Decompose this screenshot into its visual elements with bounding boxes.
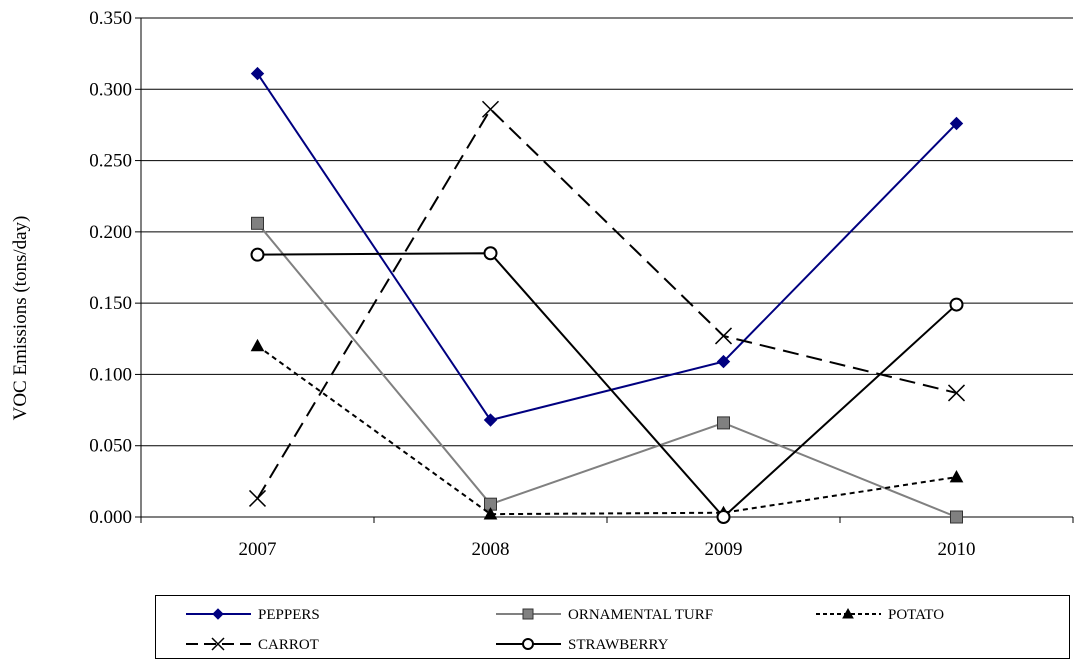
legend-entry: STRAWBERRY <box>496 637 669 653</box>
series-carrot <box>248 100 966 507</box>
x-tick-label: 2008 <box>472 539 510 560</box>
series-strawberry <box>250 246 964 524</box>
series-ornamental-turf <box>251 216 963 524</box>
voc-emissions-chart: 0.000 0.050 0.100 0.150 0.200 0.250 0.300 0.350… <box>10 8 1074 560</box>
data-point <box>250 66 265 81</box>
data-point <box>251 216 264 230</box>
legend-marker <box>842 607 854 619</box>
y-axis-label: VOC Emissions (tons/day) <box>10 216 31 421</box>
y-axis-tick-labels: 0.000 0.050 0.100 0.150 0.200 0.250 0.300 0.350 <box>89 8 132 528</box>
legend-entry: ORNAMENTAL TURF <box>496 607 713 623</box>
series-line <box>257 252 958 519</box>
data-point <box>250 338 265 352</box>
series-potato <box>250 338 964 520</box>
series-line <box>256 73 958 422</box>
legend-entry: POTATO <box>816 607 944 623</box>
data-point <box>714 327 733 345</box>
y-tick-label: 0.250 <box>89 151 132 172</box>
x-tick-label: 2009 <box>705 539 743 560</box>
legend-label: CARROT <box>258 637 319 653</box>
data-point <box>716 510 731 524</box>
data-point <box>483 507 498 520</box>
data-point <box>716 354 731 369</box>
series-line <box>256 222 957 518</box>
legend-entry: PEPPERS <box>186 607 320 623</box>
legend-label: POTATO <box>888 607 944 623</box>
legend-label: STRAWBERRY <box>568 637 669 653</box>
series-peppers <box>250 66 964 427</box>
series-line <box>256 345 957 516</box>
data-point <box>483 246 498 261</box>
data-point <box>717 416 730 430</box>
y-tick-label: 0.300 <box>89 79 132 100</box>
y-tick-label: 0.050 <box>89 436 132 457</box>
data-point <box>481 100 500 118</box>
y-tick-label: 0.100 <box>89 364 132 385</box>
data-point <box>248 489 267 507</box>
y-tick-label: 0.150 <box>89 293 132 314</box>
legend-entry: CARROT <box>186 637 319 653</box>
x-tick-label: 2007 <box>239 539 277 560</box>
data-point <box>483 413 498 427</box>
legend-label: PEPPERS <box>258 607 320 623</box>
series-line <box>256 107 957 499</box>
data-point <box>950 510 963 524</box>
legend-marker <box>211 637 225 651</box>
gridlines <box>141 17 1073 447</box>
legend: PEPPERS ORNAMENTAL TURF POTATO CARROT STRAWB… <box>155 595 1070 659</box>
y-tick-label: 0.200 <box>89 222 132 243</box>
data-point <box>947 384 966 402</box>
data-point <box>949 116 964 131</box>
x-axis-tick-labels: 2007 2008 2009 2010 <box>239 539 976 560</box>
data-point <box>949 470 964 483</box>
axes <box>135 17 1074 523</box>
y-tick-label: 0.000 <box>89 507 132 528</box>
legend-marker <box>212 608 224 620</box>
legend-marker <box>522 608 534 620</box>
data-series <box>248 66 966 524</box>
legend-label: ORNAMENTAL TURF <box>568 607 713 623</box>
x-tick-label: 2010 <box>938 539 976 560</box>
data-point <box>949 297 964 312</box>
data-point <box>250 247 265 262</box>
y-tick-label: 0.350 <box>89 8 132 29</box>
legend-marker <box>522 638 534 650</box>
